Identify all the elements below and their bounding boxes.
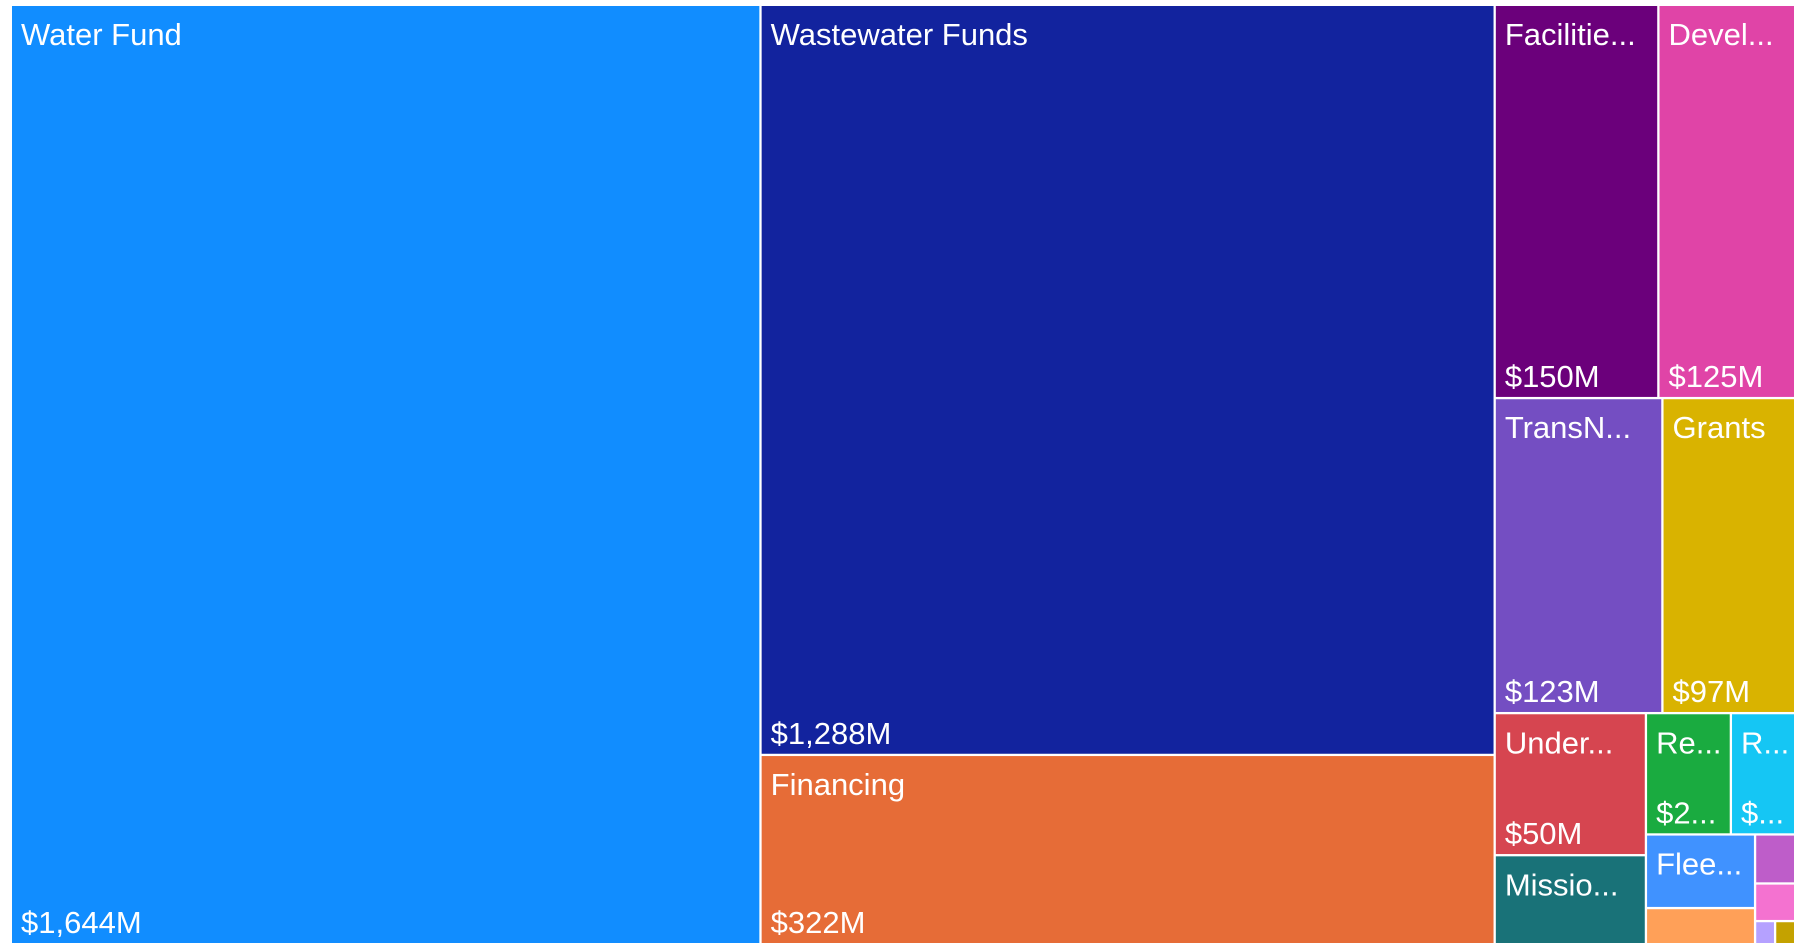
treemap-tile — [1647, 835, 1754, 907]
tile-label: Under... — [1505, 725, 1614, 760]
tile-value: $1,288M — [771, 716, 892, 751]
treemap-tile — [1776, 922, 1794, 943]
treemap-tile — [1495, 856, 1645, 943]
tile-label: TransN... — [1505, 410, 1631, 445]
tile-value: $1,644M — [21, 905, 142, 940]
tile-value: $... — [1741, 795, 1784, 830]
treemap-tile — [1732, 714, 1794, 834]
tile-value: $123M — [1505, 674, 1600, 709]
tile-label: Flee... — [1656, 847, 1742, 882]
tile-value: $2... — [1656, 795, 1716, 830]
treemap-tile — [1659, 6, 1794, 397]
treemap-tile — [1495, 6, 1658, 397]
treemap-tile — [1495, 714, 1645, 855]
tile-label: R... — [1741, 725, 1789, 760]
tile-label: Grants — [1673, 410, 1766, 445]
tile-label: Water Fund — [21, 17, 182, 52]
treemap-tile — [761, 756, 1494, 943]
treemap-tile — [761, 6, 1494, 754]
tile-value: $50M — [1505, 816, 1583, 851]
tile-label: Facilitie... — [1505, 17, 1636, 52]
tile-value: $125M — [1669, 359, 1764, 394]
treemap-tile — [12, 6, 760, 943]
tile-label: Financing — [771, 767, 905, 802]
treemap-tile — [1663, 399, 1794, 712]
tile-label: Re... — [1656, 725, 1721, 760]
tile-label: Wastewater Funds — [771, 17, 1028, 52]
treemap-tile — [1495, 399, 1662, 712]
treemap-tile — [1647, 714, 1730, 834]
tile-value: $150M — [1505, 359, 1600, 394]
treemap-tile — [1756, 884, 1794, 920]
treemap-tile — [1756, 922, 1774, 943]
treemap-tile — [1647, 909, 1754, 943]
tile-label: Devel... — [1669, 17, 1774, 52]
tile-value: $322M — [771, 905, 866, 940]
treemap-tile — [1756, 835, 1794, 883]
tile-value: $97M — [1673, 674, 1751, 709]
tile-label: Missio... — [1505, 867, 1619, 902]
